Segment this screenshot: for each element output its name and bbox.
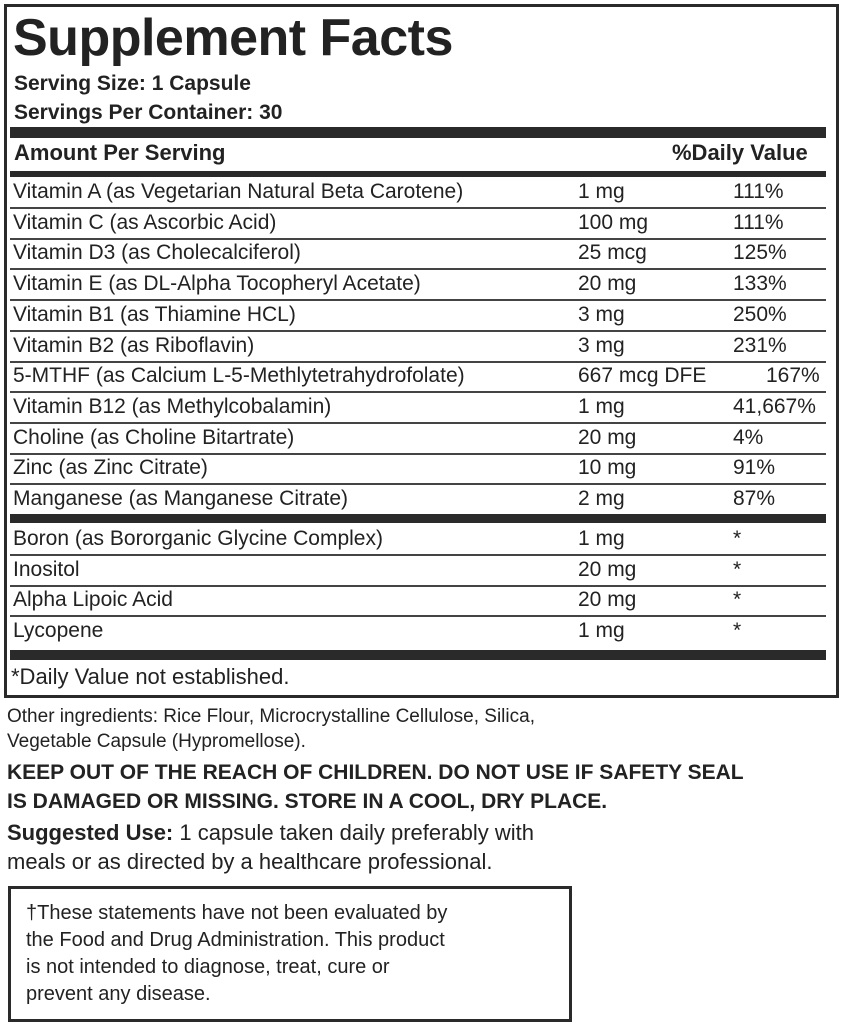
nutrient-daily-value: 91%: [733, 456, 776, 480]
warning: IS DAMAGED OR MISSING. STORE IN A COOL, …: [7, 790, 608, 813]
nutrient-daily-value: *: [733, 527, 742, 550]
nutrient-amount: 1 mg: [578, 619, 625, 643]
disclaimer-line: is not intended to diagnose, treat, cure…: [26, 956, 390, 978]
nutrient-daily-value: 231%: [733, 333, 787, 357]
nutrient-daily-value: 41,667%: [733, 394, 816, 418]
nutrient-name: Vitamin B1 (as Thiamine HCL): [13, 302, 296, 326]
warning: KEEP OUT OF THE REACH OF CHILDREN. DO NO…: [7, 761, 744, 784]
nutrient-amount: 3 mg: [578, 333, 625, 357]
nutrient-name: Vitamin E (as DL-Alpha Tocopheryl Acetat…: [13, 272, 421, 296]
nutrient-name: Vitamin D3 (as Cholecalciferol): [13, 241, 301, 265]
nutrient-amount: 667 mcg DFE: [578, 364, 707, 388]
nutrient-amount: 10 mg: [578, 456, 637, 480]
nutrient-row: Vitamin B1 (as Thiamine HCL) 3 mg 250%: [10, 300, 826, 332]
nutrient-name: Vitamin B2 (as Riboflavin): [13, 333, 255, 357]
nutrient-amount: 1 mg: [578, 394, 625, 418]
nutrient-amount: 20 mg: [578, 557, 637, 581]
nutrient-daily-value: 4%: [733, 425, 764, 449]
nutrient-amount: 25 mcg: [578, 241, 647, 265]
header-amount: Amount Per Serving: [14, 140, 226, 165]
divider-thick: [10, 514, 826, 523]
nutrient-row: Vitamin A (as Vegetarian Natural Beta Ca…: [10, 177, 826, 209]
other-ingredients: Vegetable Capsule (Hypromellose).: [7, 731, 306, 752]
nutrient-amount: 2 mg: [578, 487, 625, 510]
nutrient-row: Alpha Lipoic Acid 20 mg *: [10, 585, 826, 618]
nutrient-daily-value: 111%: [733, 180, 784, 203]
nutrient-name: Vitamin A (as Vegetarian Natural Beta Ca…: [13, 180, 464, 203]
nutrient-daily-value: *: [733, 588, 742, 612]
nutrient-row: Vitamin D3 (as Cholecalciferol) 25 mcg 125…: [10, 238, 826, 271]
nutrient-amount: 3 mg: [578, 302, 625, 326]
panel-title: Supplement Facts: [13, 9, 453, 67]
suggested-use: Suggested Use: 1 capsule taken daily pre…: [7, 820, 535, 845]
divider-medium: [10, 171, 826, 177]
servings-per-container: Servings Per Container: 30: [14, 101, 283, 124]
nutrient-daily-value: *: [733, 619, 742, 643]
nutrient-name: Boron (as Bororganic Glycine Complex): [13, 527, 383, 550]
nutrient-name: Choline (as Choline Bitartrate): [13, 425, 295, 449]
nutrient-amount: 100 mg: [578, 210, 649, 234]
nutrient-row: Vitamin C (as Ascorbic Acid) 100 mg 111%: [10, 208, 826, 240]
nutrient-name: Inositol: [13, 557, 80, 581]
nutrient-amount: 1 mg: [578, 180, 625, 203]
disclaimer-line: the Food and Drug Administration. This p…: [26, 929, 445, 951]
disclaimer-line: †These statements have not been evaluate…: [26, 902, 448, 924]
nutrient-amount: 20 mg: [578, 425, 637, 449]
other-ingredients: Other ingredients: Rice Flour, Microcrys…: [7, 706, 535, 727]
nutrient-name: Manganese (as Manganese Citrate): [13, 487, 349, 510]
nutrient-amount: 20 mg: [578, 588, 637, 612]
nutrient-row: Vitamin E (as DL-Alpha Tocopheryl Acetat…: [10, 269, 826, 302]
nutrient-amount: 1 mg: [578, 527, 625, 550]
nutrient-daily-value: 167%: [766, 364, 820, 388]
footnote: *Daily Value not established.: [11, 664, 290, 689]
nutrient-name: Lycopene: [13, 619, 104, 643]
nutrient-daily-value: 87%: [733, 487, 776, 510]
nutrient-row: Manganese (as Manganese Citrate) 2 mg 87%: [10, 484, 826, 514]
nutrient-daily-value: 111%: [733, 210, 784, 234]
nutrient-daily-value: 125%: [733, 241, 787, 265]
divider-thick: [10, 650, 826, 660]
supplement-facts-panel: [4, 4, 839, 698]
nutrient-name: Vitamin C (as Ascorbic Acid): [13, 210, 277, 234]
disclaimer-line: prevent any disease.: [26, 983, 211, 1005]
nutrient-daily-value: 250%: [733, 302, 787, 326]
divider-thick: [10, 127, 826, 138]
nutrient-name: Zinc (as Zinc Citrate): [13, 456, 208, 480]
nutrient-row: Vitamin B2 (as Riboflavin) 3 mg 231%: [10, 331, 826, 363]
header-daily-value: %Daily Value: [672, 140, 808, 165]
nutrient-row: Lycopene 1 mg *: [10, 616, 826, 646]
nutrient-row: Zinc (as Zinc Citrate) 10 mg 91%: [10, 453, 826, 486]
nutrient-row: Boron (as Bororganic Glycine Complex) 1 m…: [10, 524, 826, 556]
nutrient-name: Vitamin B12 (as Methylcobalamin): [13, 394, 332, 418]
serving-size: Serving Size: 1 Capsule: [14, 72, 251, 95]
nutrient-amount: 20 mg: [578, 272, 637, 296]
nutrient-name: 5-MTHF (as Calcium L-5-Methlytetrahydrof…: [13, 364, 465, 388]
nutrient-name: Alpha Lipoic Acid: [13, 588, 173, 612]
nutrient-daily-value: 133%: [733, 272, 787, 296]
suggested-use: meals or as directed by a healthcare pro…: [7, 849, 493, 874]
nutrient-row: Inositol 20 mg *: [10, 555, 826, 587]
nutrient-row: 5-MTHF (as Calcium L-5-Methlytetrahydrof…: [10, 361, 826, 394]
nutrient-daily-value: *: [733, 557, 742, 581]
nutrient-row: Choline (as Choline Bitartrate) 20 mg 4%: [10, 423, 826, 455]
nutrient-row: Vitamin B12 (as Methylcobalamin) 1 mg 41,6…: [10, 392, 826, 424]
suggested-use-label: Suggested Use:: [7, 820, 174, 845]
disclaimer-box: †These statements have not been evaluate…: [8, 886, 572, 1022]
